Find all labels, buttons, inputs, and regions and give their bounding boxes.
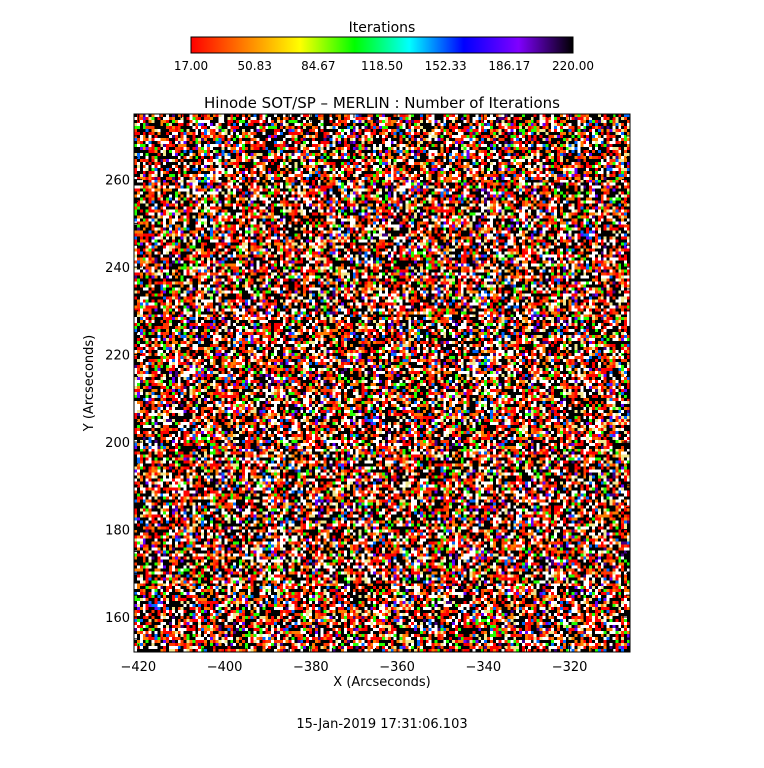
x-tick-label: −380 <box>293 660 329 675</box>
colorbar-tick-label: 220.00 <box>552 59 594 73</box>
timestamp: 15-Jan-2019 17:31:06.103 <box>296 717 467 732</box>
colorbar-tick-label: 186.17 <box>488 59 530 73</box>
y-tick-label: 240 <box>105 261 130 276</box>
x-axis-label: X (Arcseconds) <box>333 675 430 690</box>
colorbar <box>190 36 574 54</box>
y-tick-label: 160 <box>105 611 130 626</box>
x-tick-label: −400 <box>207 660 243 675</box>
chart-title: Hinode SOT/SP – MERLIN : Number of Itera… <box>204 94 560 112</box>
x-tick-label: −340 <box>465 660 501 675</box>
colorbar-tick-label: 50.83 <box>237 59 271 73</box>
y-tick-label: 200 <box>105 436 130 451</box>
heatmap-image <box>134 114 630 652</box>
colorbar-tick-label: 118.50 <box>361 59 403 73</box>
y-tick-label: 220 <box>105 349 130 364</box>
x-tick-label: −420 <box>120 660 156 675</box>
colorbar-tick-label: 152.33 <box>425 59 467 73</box>
colorbar-title: Iterations <box>349 20 416 36</box>
colorbar-tick-label: 84.67 <box>301 59 335 73</box>
y-axis-label: Y (Arcseconds) <box>82 335 97 432</box>
x-tick-label: −360 <box>379 660 415 675</box>
y-tick-label: 260 <box>105 174 130 189</box>
y-tick-label: 180 <box>105 524 130 539</box>
plot-frame <box>133 113 631 653</box>
x-tick-label: −320 <box>552 660 588 675</box>
colorbar-tick-label: 17.00 <box>174 59 208 73</box>
